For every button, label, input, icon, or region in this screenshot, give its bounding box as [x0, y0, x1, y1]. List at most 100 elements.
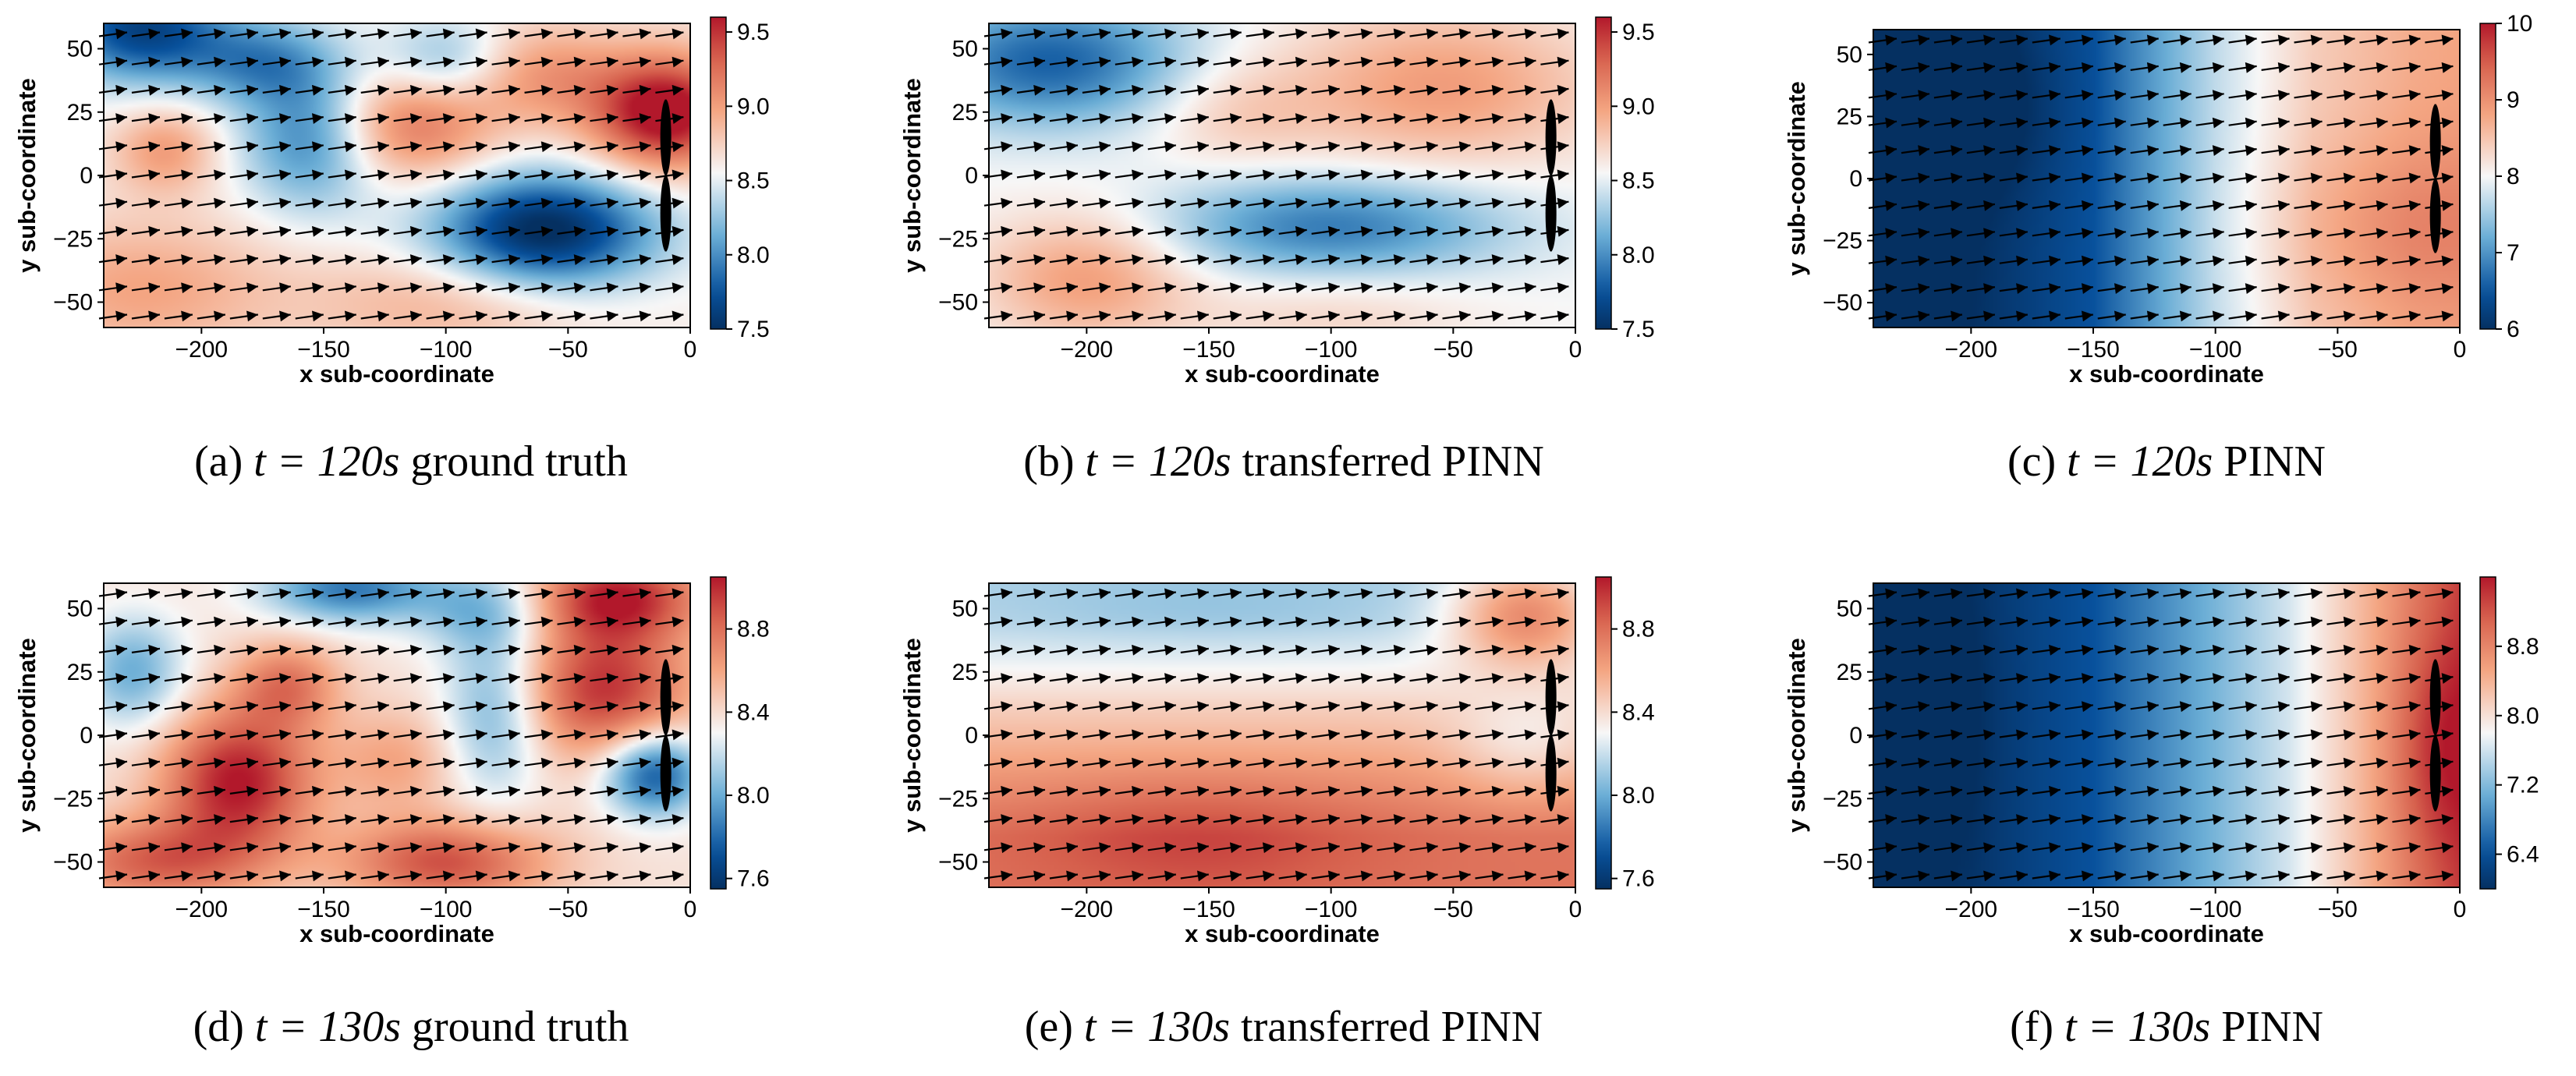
- wind-arrow: [1475, 113, 1504, 124]
- wind-arrow: [1901, 145, 1930, 156]
- wind-arrow: [1049, 757, 1079, 769]
- wind-arrow: [2163, 255, 2192, 267]
- wind-arrow: [2163, 729, 2192, 741]
- wind-arrow: [164, 169, 193, 181]
- wind-arrow: [2130, 588, 2159, 600]
- wind-arrow: [622, 254, 651, 265]
- wind-arrow: [1147, 113, 1176, 124]
- wind-arrow: [1245, 310, 1274, 322]
- wind-arrow: [2294, 255, 2323, 267]
- wind-arrow: [1999, 673, 2029, 684]
- wind-arrow: [1147, 169, 1176, 181]
- wind-arrow: [164, 254, 193, 265]
- wind-arrow: [1933, 701, 1963, 713]
- wind-arrow: [426, 141, 455, 153]
- x-tick-label: −150: [297, 897, 350, 922]
- wind-arrow: [1278, 814, 1307, 825]
- wind-arrow: [1966, 145, 1996, 156]
- colorbar-e: 7.6 8.0 8.4 8.8: [1595, 576, 1655, 892]
- wind-arrow: [1508, 225, 1536, 237]
- wind-arrow: [2261, 117, 2290, 129]
- wind-arrow: [2359, 673, 2388, 684]
- wind-arrow: [1016, 84, 1046, 96]
- wind-arrow: [2392, 228, 2421, 239]
- wind-arrow: [1377, 197, 1405, 209]
- wind-arrow: [491, 729, 520, 741]
- wind-arrow: [557, 616, 586, 628]
- wind-arrow: [1180, 785, 1209, 797]
- wind-arrow: [2228, 172, 2257, 184]
- wind-arrow: [524, 56, 553, 68]
- wind-arrow: [2294, 62, 2323, 73]
- wind-arrow: [131, 141, 161, 153]
- x-tick-label: 0: [1569, 337, 1582, 363]
- wind-arrow: [393, 282, 422, 294]
- wind-arrow: [360, 673, 389, 684]
- wind-arrow: [131, 729, 161, 741]
- wind-arrow: [164, 310, 193, 322]
- wind-arrow: [1245, 225, 1274, 237]
- y-axis-label: y sub-coordinate: [898, 638, 926, 833]
- wind-arrow: [1049, 282, 1079, 294]
- wind-arrow: [229, 282, 259, 294]
- x-tick-label: −200: [1061, 897, 1114, 922]
- wind-arrow: [557, 113, 586, 124]
- wind-arrow: [197, 701, 226, 713]
- wind-arrow: [1311, 842, 1340, 854]
- wind-arrow: [1245, 870, 1274, 882]
- wind-arrow: [1114, 254, 1144, 265]
- wind-arrow: [1082, 141, 1111, 153]
- wind-arrow: [360, 169, 389, 181]
- wind-arrow: [1082, 729, 1111, 741]
- heatmap-d: [104, 583, 690, 887]
- wind-arrow: [2326, 172, 2355, 184]
- wind-arrow: [1901, 701, 1930, 713]
- wind-arrow: [2392, 588, 2421, 600]
- wind-arrow: [459, 169, 487, 181]
- wind-arrow: [1475, 282, 1504, 294]
- wind-arrow: [524, 785, 553, 797]
- wind-arrow: [131, 757, 161, 769]
- wind-arrow: [2032, 228, 2060, 239]
- wind-arrow: [557, 197, 586, 209]
- wind-arrow: [557, 84, 586, 96]
- wind-arrow: [131, 225, 161, 237]
- y-tick-label: 50: [952, 37, 978, 62]
- wind-arrow: [459, 141, 487, 153]
- wind-arrow: [459, 28, 487, 40]
- wind-arrow: [2392, 283, 2421, 294]
- wind-arrow: [2228, 701, 2257, 713]
- x-axis-label: x sub-coordinate: [2069, 360, 2264, 388]
- wind-arrow: [2425, 616, 2454, 628]
- wind-arrow: [1147, 254, 1176, 265]
- wind-arrow: [2294, 588, 2323, 600]
- wind-arrow: [491, 644, 520, 656]
- wind-arrow: [2032, 310, 2060, 322]
- wind-arrow: [1082, 56, 1111, 68]
- wind-arrow: [2163, 200, 2192, 211]
- wind-arrow: [426, 84, 455, 96]
- wind-arrow: [2261, 616, 2290, 628]
- wind-arrow: [1213, 842, 1242, 854]
- wind-arrow: [2097, 62, 2126, 73]
- wind-arrow: [1475, 757, 1504, 769]
- wind-arrow: [1344, 56, 1373, 68]
- wind-arrow: [1475, 644, 1504, 656]
- x-tick-label: 0: [2454, 897, 2467, 922]
- wind-arrow: [197, 28, 226, 40]
- wind-arrow: [1147, 141, 1176, 153]
- wind-arrow: [2064, 255, 2093, 267]
- wind-arrow: [1278, 588, 1307, 600]
- wind-arrow: [1999, 310, 2029, 322]
- wind-arrow: [131, 113, 161, 124]
- wind-arrow: [131, 701, 161, 713]
- y-tick-label: −50: [1823, 850, 1862, 876]
- wind-arrow: [1016, 673, 1046, 684]
- wind-arrow: [2195, 310, 2224, 322]
- wind-arrow: [1409, 197, 1438, 209]
- wind-arrow: [1999, 644, 2029, 656]
- wind-arrow: [1082, 814, 1111, 825]
- wind-arrow: [1999, 145, 2029, 156]
- wind-arrow: [1245, 757, 1274, 769]
- wind-arrow: [262, 814, 291, 825]
